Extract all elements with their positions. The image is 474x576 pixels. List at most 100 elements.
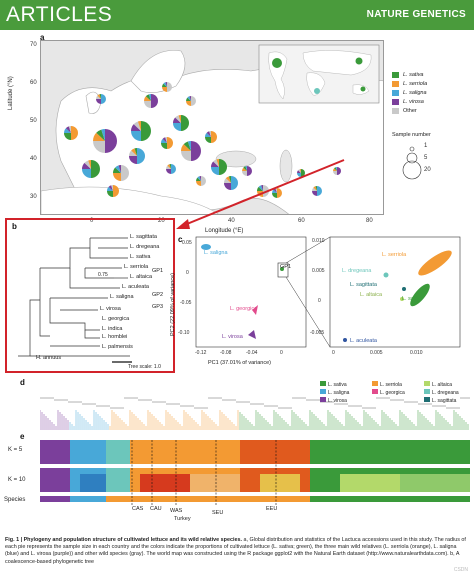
k10-overlay [340,474,400,492]
map-pie-slice [162,83,167,87]
map-pie-slice [191,141,201,161]
map-pie-slice [165,82,167,87]
k5-block [130,440,240,464]
map-pie-slice [101,94,106,104]
map-pie-slice [65,126,71,133]
map-y-label: Latitude (°N) [8,76,14,110]
map-pie-slice [209,131,211,137]
map-pie-slice [181,144,191,151]
inset-sagittata [402,287,406,291]
map-pie-slice [134,148,137,156]
caption-body: a, Global distribution and statistics of… [5,537,466,565]
k5-block [106,440,130,464]
map-pie-slice [96,99,101,104]
k5-block [40,440,70,464]
inset-pie-australia [360,86,366,92]
map-pie-slice [161,143,167,149]
map-pie-slice [101,129,105,141]
map-pie-slice [82,169,91,178]
legend-label: L. serriola [403,80,428,87]
watermark: CSDN [453,567,468,573]
map-pie-slice [131,148,137,156]
pca-label: L. virosa [222,334,243,340]
map-pie-slice [206,131,211,137]
inset-xtick: 0.005 [370,350,383,356]
map-pie-slice [167,164,171,169]
map-pie-slice [186,101,191,106]
map-pie-slice [64,128,71,133]
map-pie-slice [113,185,119,197]
inset-serriola [418,250,452,276]
map-pie-slice [187,96,191,101]
legend-row: Other [392,106,427,115]
pca-x-label: PC1 (37.01% of variance) [208,360,271,366]
map-pie-slice [115,165,121,173]
inset-dregeana [383,272,389,278]
map-xtick: 80 [366,218,373,224]
species-block [310,496,470,502]
pca-label: L. sagittata [350,282,377,288]
map-pie-slice [129,156,137,164]
caspian-sea [279,149,293,183]
legend-label: L. sativa [403,71,424,78]
structure-plot [40,440,470,505]
size-label: 5 [424,155,428,161]
k10-block [106,468,130,492]
journal-header-band: ARTICLES NATURE GENETICS [0,0,474,30]
inset-altaica [400,297,404,301]
panel-c-letter: c [178,235,183,244]
map-pie-slice [187,141,191,151]
legend-swatch [392,98,399,105]
legend-row: L. sativa [392,70,427,79]
pca-xtick: 0 [280,350,283,356]
map-pie-slice [131,124,141,131]
map-pie-slice [99,94,101,99]
map-pie-slice [163,82,167,87]
map-pie-slice [131,131,141,141]
inset-sativa [410,283,430,307]
pca-xtick: -0.12 [195,350,207,356]
tree-branches [40,397,470,430]
figure-caption: Fig. 1 | Phylogeny and population struct… [5,537,469,566]
map-pie-slice [71,126,78,140]
legend-row: L. serriola [372,381,422,389]
map-pie-slice [167,82,172,92]
map-pie-slice [211,131,217,143]
map-pie-slice [113,173,121,181]
tree-group-label: GP3 [152,304,164,310]
map-pie-slice [145,94,151,101]
pca-label: L. sativa [402,296,423,302]
tree-label: L. georgica [102,316,130,322]
legend-row: L. georgica [372,389,422,397]
pca-cluster-georgica [252,305,258,315]
inset-xtick: 0.010 [410,350,423,356]
map-pie-slice [133,121,141,131]
tree-label: L. dregeana [130,244,160,250]
map-pie-slice [186,97,191,101]
map-ytick: 70 [30,42,37,48]
pca-cluster-saligna [201,244,211,250]
pca-points [201,244,452,342]
map-pie-slice [118,165,121,173]
panel-b-letter: b [12,222,17,231]
tree-support: 0.75 [98,272,108,278]
map-pie-slice [162,137,167,143]
structure-legend: L. sativa L. serriola L. altaica L. sali… [320,381,474,405]
map-pie-slice [178,115,181,123]
map-pie-slice [108,185,113,191]
tree-label: L. saligna [110,294,134,300]
legend-swatch [392,89,399,96]
map-pie-slice [181,115,189,131]
inset-ytick: -0.005 [310,330,325,336]
map-pie-slice [161,138,167,143]
map-pie-slice [129,150,137,156]
map-pie-slice [173,123,181,131]
region-label: Turkey [174,516,191,522]
map-ytick: 30 [30,194,37,200]
europe-map [40,40,384,215]
inset-aculeata [343,338,347,342]
k10-overlay [190,474,240,492]
species-block [70,496,106,502]
map-pie-slice [165,137,167,143]
inset-ytick: 0.010 [312,238,325,244]
